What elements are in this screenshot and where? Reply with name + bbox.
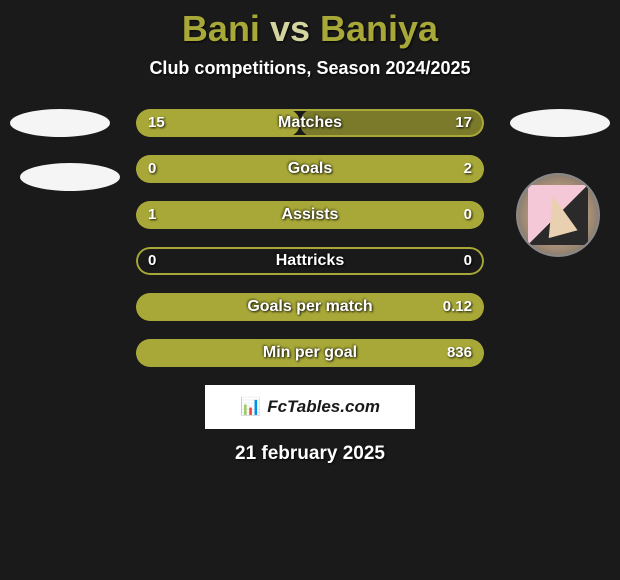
crest-icon bbox=[528, 185, 588, 245]
stat-row-goals-per-match: Goals per match 0.12 bbox=[136, 293, 484, 321]
stat-row-matches: 15 Matches 17 bbox=[136, 109, 484, 137]
stat-label: Matches bbox=[136, 109, 484, 137]
stat-value-right: 2 bbox=[464, 155, 472, 183]
main-area: 15 Matches 17 0 Goals 2 1 Assists 0 bbox=[0, 109, 620, 465]
footer-date: 21 february 2025 bbox=[0, 443, 620, 465]
title: Bani vs Baniya bbox=[0, 8, 620, 50]
stat-row-goals: 0 Goals 2 bbox=[136, 155, 484, 183]
stat-label: Goals per match bbox=[136, 293, 484, 321]
brand-badge[interactable]: 📊 FcTables.com bbox=[205, 385, 415, 429]
stat-label: Hattricks bbox=[136, 247, 484, 275]
stat-label: Goals bbox=[136, 155, 484, 183]
stat-value-right: 17 bbox=[455, 109, 472, 137]
title-player1: Bani bbox=[182, 8, 260, 49]
stat-value-right: 0.12 bbox=[443, 293, 472, 321]
subtitle: Club competitions, Season 2024/2025 bbox=[0, 58, 620, 79]
stat-label: Min per goal bbox=[136, 339, 484, 367]
stat-row-min-per-goal: Min per goal 836 bbox=[136, 339, 484, 367]
comparison-card: Bani vs Baniya Club competitions, Season… bbox=[0, 0, 620, 580]
stat-value-right: 836 bbox=[447, 339, 472, 367]
stats-list: 15 Matches 17 0 Goals 2 1 Assists 0 bbox=[136, 109, 484, 367]
chart-icon: 📊 bbox=[240, 397, 261, 417]
brand-text: FcTables.com bbox=[267, 397, 380, 417]
stat-row-assists: 1 Assists 0 bbox=[136, 201, 484, 229]
stat-label: Assists bbox=[136, 201, 484, 229]
club-badge-right-1 bbox=[510, 109, 610, 137]
club-badge-right-crest bbox=[516, 173, 600, 257]
club-badge-left-2 bbox=[20, 163, 120, 191]
title-vs: vs bbox=[270, 8, 310, 49]
stat-value-right: 0 bbox=[464, 201, 472, 229]
club-badge-left-1 bbox=[10, 109, 110, 137]
stat-row-hattricks: 0 Hattricks 0 bbox=[136, 247, 484, 275]
title-player2: Baniya bbox=[320, 8, 438, 49]
stat-value-right: 0 bbox=[464, 247, 472, 275]
